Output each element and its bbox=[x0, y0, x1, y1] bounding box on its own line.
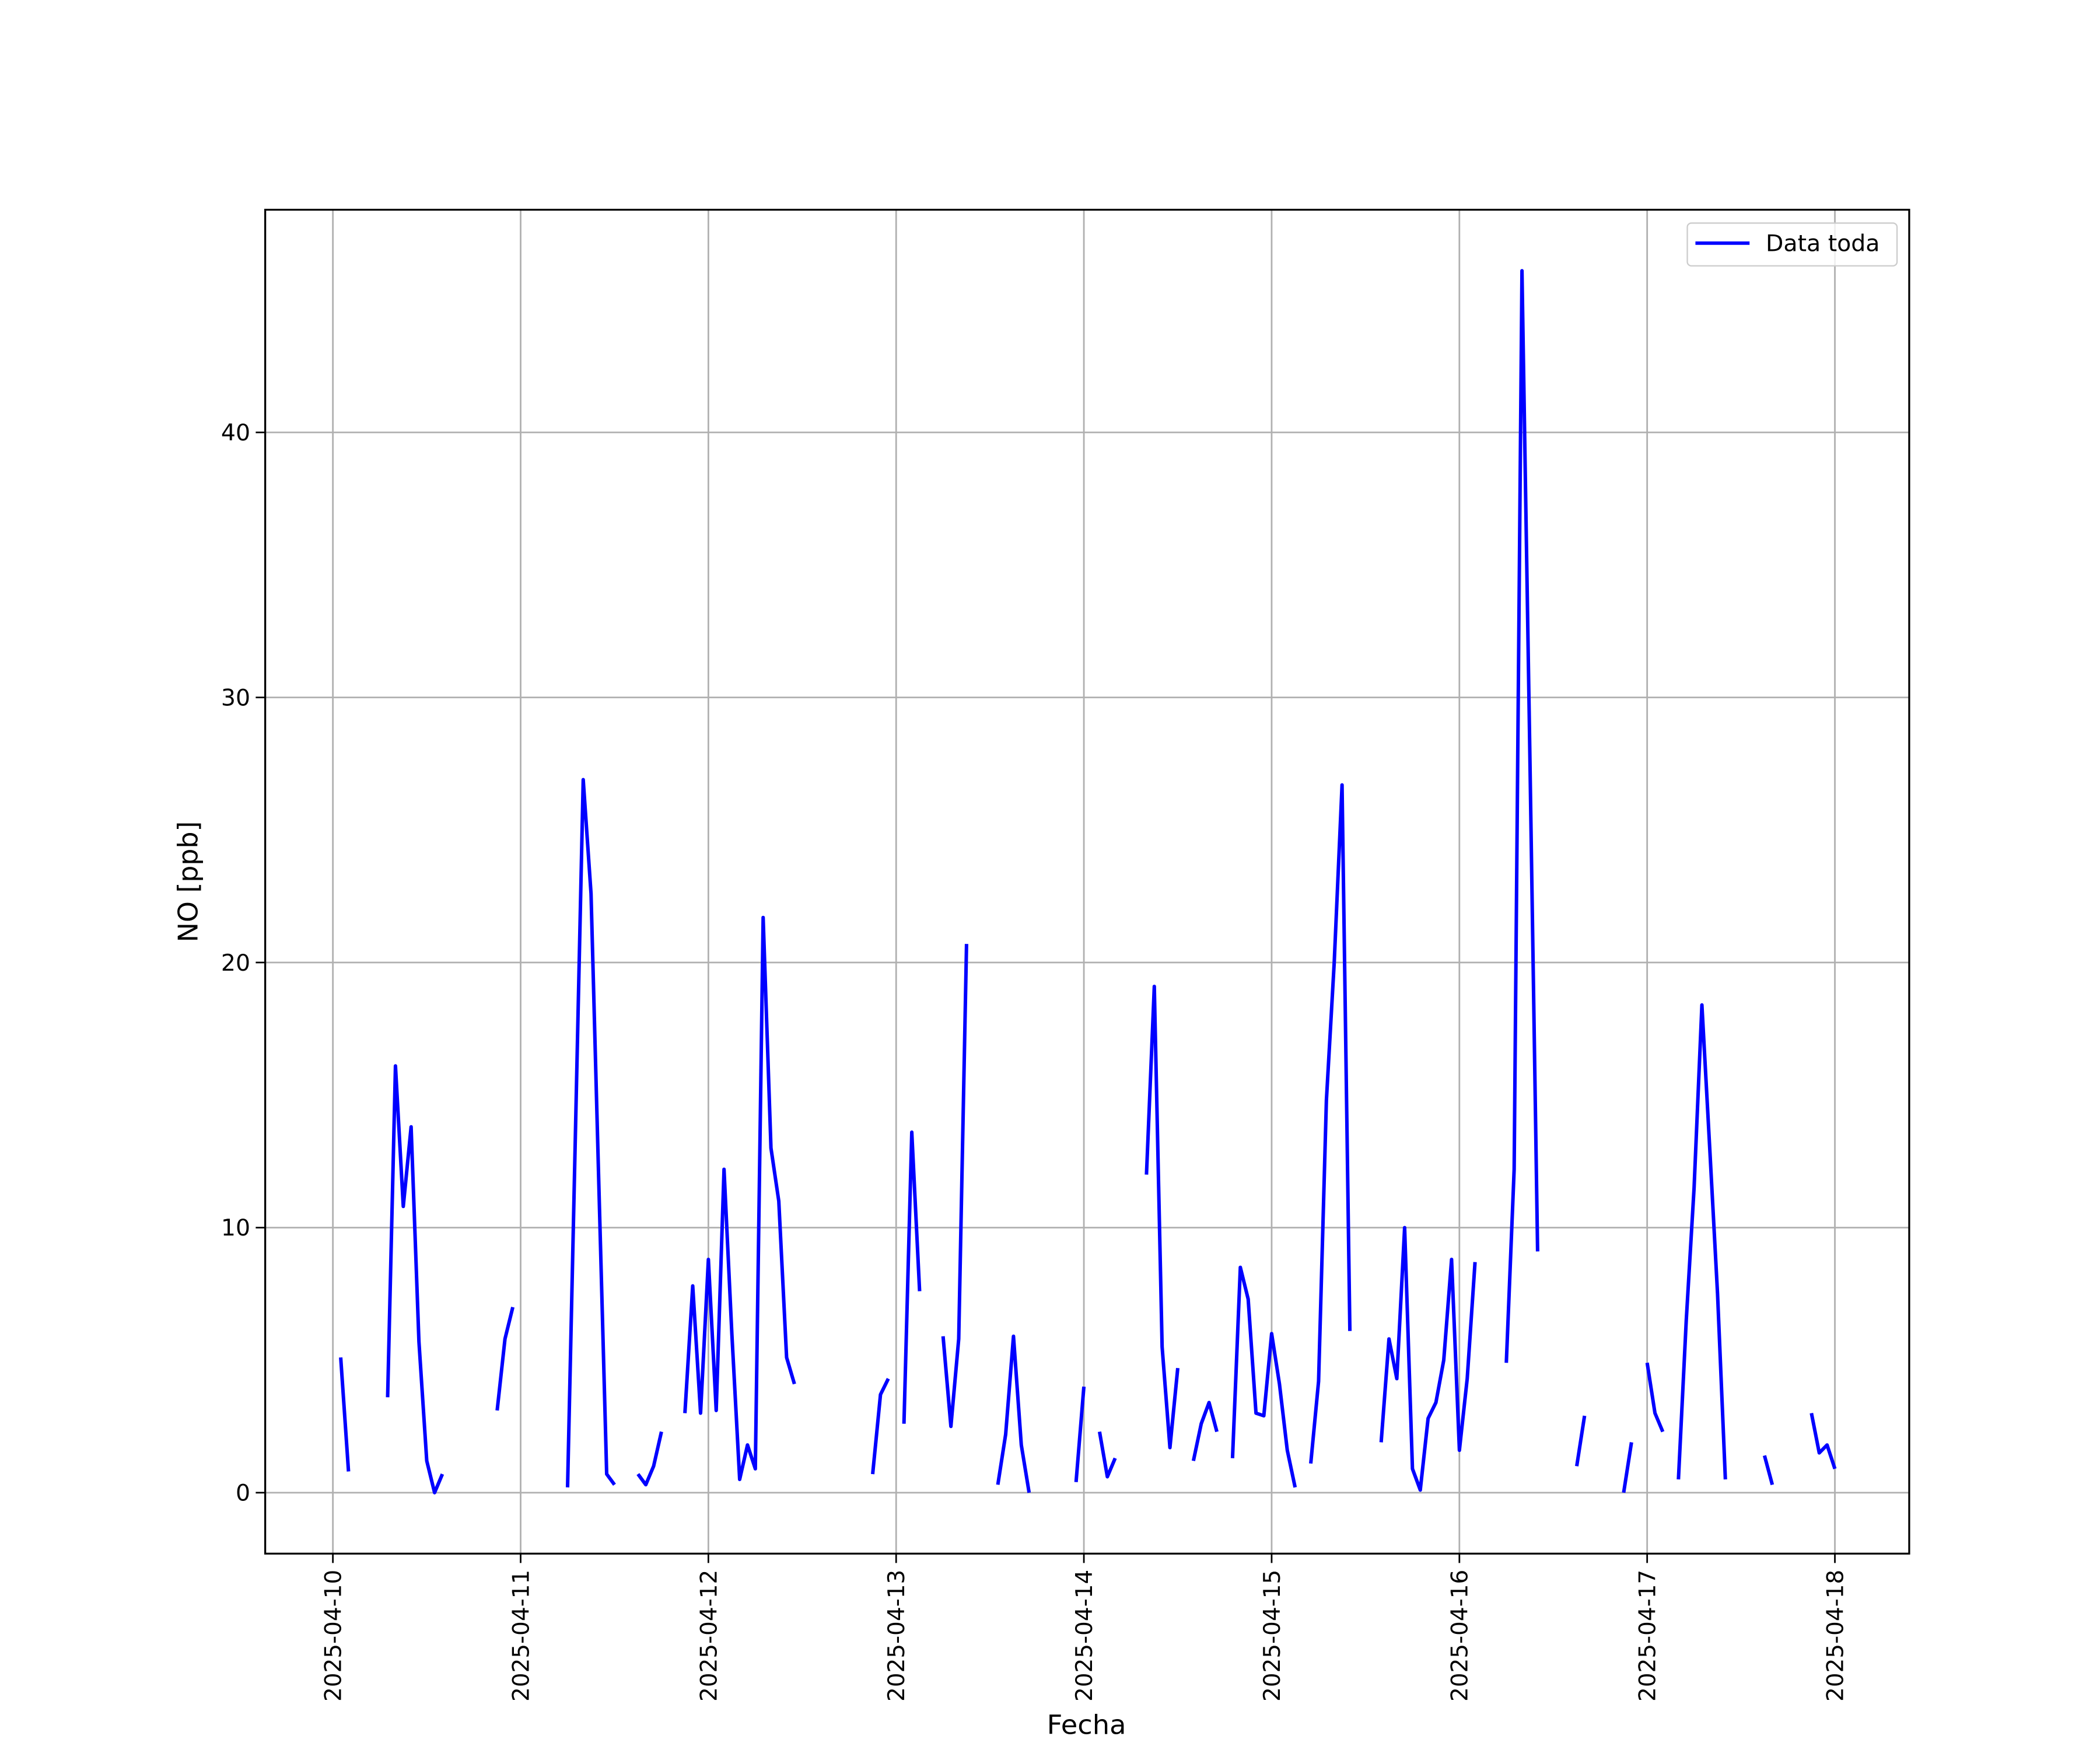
x-tick-label: 2025-04-10 bbox=[320, 1570, 346, 1702]
plot-frame bbox=[264, 208, 1910, 1555]
y-tick-label: 0 bbox=[236, 1480, 250, 1507]
x-tick-label: 2025-04-18 bbox=[1822, 1570, 1849, 1702]
x-tick-label: 2025-04-16 bbox=[1447, 1570, 1474, 1702]
y-tick-label: 30 bbox=[221, 685, 250, 712]
y-tick-label: 10 bbox=[221, 1215, 250, 1241]
legend-label: Data toda bbox=[1766, 231, 1880, 257]
legend-box bbox=[1686, 222, 1898, 267]
y-tick-label: 20 bbox=[221, 950, 250, 977]
x-axis-label: Fecha bbox=[1047, 1709, 1126, 1741]
x-tick-label: 2025-04-13 bbox=[884, 1570, 910, 1702]
x-tick-label: 2025-04-11 bbox=[508, 1570, 534, 1702]
x-tick-label: 2025-04-14 bbox=[1072, 1570, 1098, 1702]
x-tick-label: 2025-04-17 bbox=[1634, 1570, 1661, 1702]
x-tick-label: 2025-04-15 bbox=[1259, 1570, 1286, 1702]
y-tick-label: 40 bbox=[221, 420, 250, 446]
data-line bbox=[339, 269, 1837, 1494]
x-tick-label: 2025-04-12 bbox=[696, 1570, 722, 1702]
y-axis-label: NO [ppb] bbox=[172, 821, 204, 943]
